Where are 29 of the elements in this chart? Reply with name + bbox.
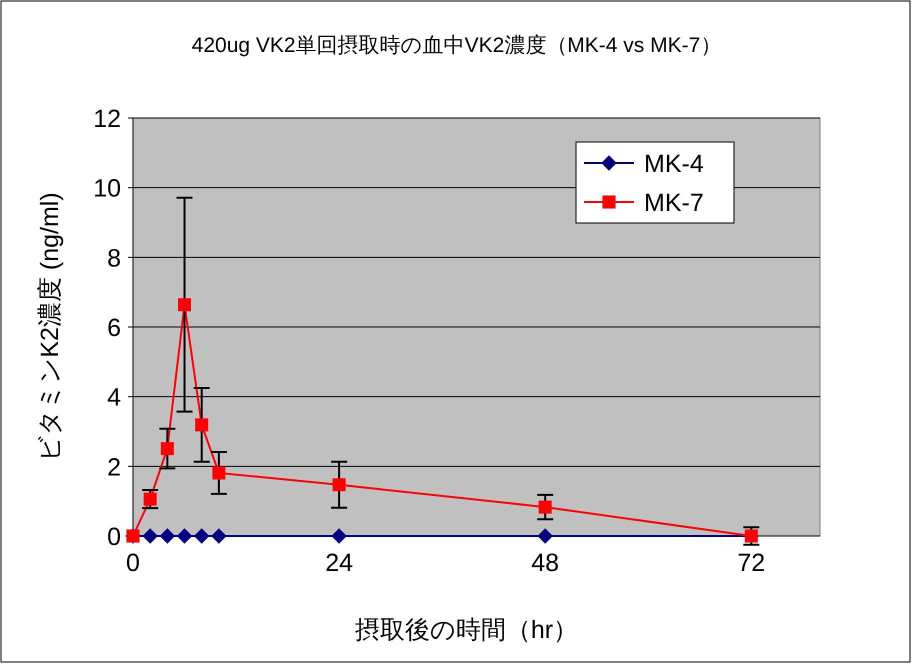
y-tick-label: 4: [107, 384, 122, 412]
y-axis-title: ビタミンK2濃度 (ng/ml): [36, 192, 64, 462]
point: [538, 500, 552, 514]
x-tick-label: 24: [325, 549, 354, 577]
y-tick-label: 8: [107, 244, 121, 272]
point: [178, 298, 192, 312]
legend-label: MK-4: [644, 150, 704, 178]
point: [212, 466, 226, 480]
x-tick-label: 0: [126, 549, 140, 577]
y-tick-label: 2: [107, 453, 121, 482]
point: [195, 418, 208, 432]
x-axis-title: 摂取後の時間（hr）: [354, 616, 578, 644]
point: [177, 528, 192, 544]
y-tick-label: 12: [93, 105, 121, 133]
point: [211, 528, 226, 544]
point: [160, 442, 174, 456]
x-tick-label: 72: [737, 549, 766, 577]
y-tick-label: 0: [107, 523, 121, 551]
point: [160, 528, 175, 544]
chart-title: 420ug VK2単回摂取時の血中VK2濃度（MK-4 vs MK-7）: [192, 34, 722, 57]
legend-label: MK-7: [644, 189, 704, 217]
y-tick-label: 6: [107, 314, 121, 342]
point: [538, 528, 553, 544]
point: [332, 478, 346, 492]
point: [194, 528, 210, 544]
point: [142, 528, 158, 544]
y-tick-label: 10: [93, 174, 121, 203]
x-tick-label: 48: [531, 549, 560, 577]
point: [332, 528, 347, 544]
